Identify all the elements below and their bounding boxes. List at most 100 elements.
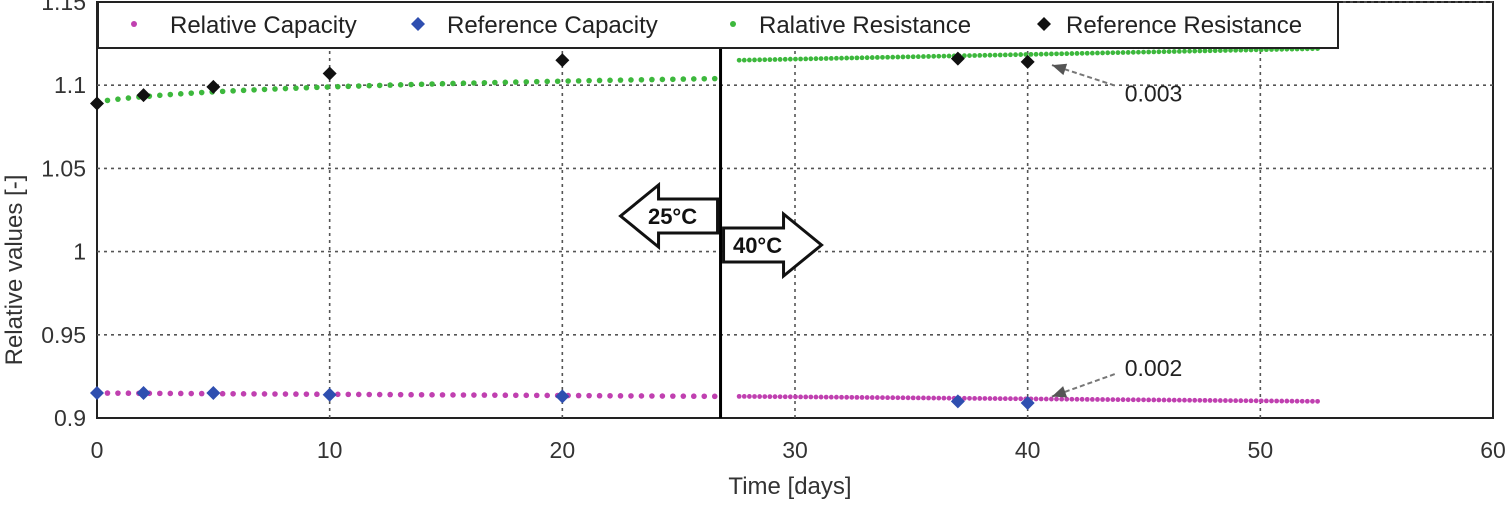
relative-capacity-point (1294, 398, 1300, 404)
relative-capacity-point (1207, 398, 1213, 403)
reference-resistance-point (322, 66, 337, 81)
relative-resistance-point (1059, 51, 1065, 57)
relative-resistance-point (839, 55, 844, 61)
relative-capacity-point (198, 390, 205, 397)
relative-resistance-point (752, 57, 757, 63)
relative-resistance-point (874, 55, 880, 60)
relative-capacity-point (890, 395, 896, 401)
arrow-left-25c (618, 181, 720, 251)
relative-resistance-point (1166, 49, 1172, 54)
relative-capacity-point (895, 395, 901, 401)
relative-capacity-point (293, 391, 299, 397)
relative-capacity-point (1069, 396, 1075, 402)
x-tick-label: 20 (550, 437, 576, 463)
relative-capacity-point (314, 391, 320, 398)
relative-capacity-point (1089, 397, 1095, 402)
reference-capacity-point (555, 389, 570, 404)
relative-capacity-point (219, 390, 226, 397)
legend: Relative Capacity Reference Capacity Ralat… (97, 1, 1339, 49)
relative-capacity-point (798, 394, 803, 400)
relative-capacity-point (1284, 398, 1290, 404)
relative-resistance-point (1013, 52, 1018, 58)
relative-resistance-point (188, 90, 195, 96)
relative-capacity-point (1100, 397, 1105, 402)
relative-resistance-point (736, 57, 742, 63)
relative-capacity-point (972, 395, 978, 401)
x-tick-label: 60 (1480, 437, 1505, 463)
relative-capacity-point (1013, 396, 1018, 402)
legend-label: Relative Capacity (170, 12, 357, 39)
relative-resistance-point (890, 54, 896, 60)
relative-resistance-point (1100, 50, 1105, 56)
relative-resistance-point (1182, 48, 1187, 54)
relative-resistance-point (834, 55, 839, 61)
relative-resistance-point (931, 53, 937, 59)
relative-resistance-point (1043, 51, 1049, 57)
relative-capacity-point (397, 391, 404, 398)
relative-resistance-point (596, 77, 603, 84)
arrow-right-40c (722, 210, 824, 280)
y-axis-label: Relative values [-] (1, 175, 28, 366)
relative-capacity-point (757, 394, 763, 399)
relative-resistance-point (366, 82, 373, 89)
relative-capacity-point (915, 395, 921, 401)
reference-resistance-point (136, 88, 151, 103)
arrow-left-label: 25°C (648, 204, 697, 229)
relative-capacity-point (355, 391, 362, 398)
relative-resistance-point (1197, 48, 1203, 54)
relative-capacity-point (177, 390, 184, 397)
relative-resistance-point (1054, 51, 1059, 57)
relative-resistance-point (1202, 48, 1208, 54)
relative-capacity-point (1289, 398, 1295, 404)
relative-resistance-point (460, 80, 467, 87)
relative-capacity-point (1064, 396, 1070, 402)
relative-resistance-point (617, 77, 624, 83)
relative-resistance-point (1223, 48, 1228, 53)
relative-capacity-point (982, 396, 988, 401)
relative-capacity-point (408, 391, 414, 398)
relative-capacity-point (125, 390, 132, 397)
legend-label: Reference Resistance (1066, 12, 1302, 39)
relative-resistance-point (1125, 50, 1131, 55)
relative-capacity-point (1048, 396, 1054, 402)
relative-capacity-point (680, 393, 687, 399)
relative-resistance-point (746, 57, 752, 63)
relative-resistance-point (1120, 50, 1126, 55)
annotation-arrow-line (1051, 64, 1116, 87)
y-tick-label: 1.1 (54, 72, 86, 98)
relative-resistance-point (1156, 49, 1162, 55)
relative-resistance-point (1176, 48, 1182, 54)
legend-marker (131, 21, 137, 27)
relative-capacity-point (638, 393, 645, 399)
relative-capacity-point (1038, 396, 1044, 402)
relative-capacity-point (261, 391, 268, 397)
relative-capacity-point (460, 392, 467, 398)
relative-resistance-point (1151, 49, 1157, 55)
relative-capacity-point (874, 395, 880, 400)
relative-capacity-point (772, 394, 778, 400)
relative-resistance-point (1089, 50, 1095, 56)
relative-capacity-point (502, 392, 509, 399)
relative-resistance-point (946, 53, 952, 59)
relative-resistance-point (808, 56, 814, 62)
relative-capacity-point (523, 392, 530, 399)
relative-resistance-point (997, 52, 1003, 58)
relative-capacity-point (839, 394, 844, 400)
relative-capacity-point (282, 391, 289, 397)
relative-resistance-point (355, 83, 362, 89)
relative-resistance-point (967, 53, 972, 59)
relative-capacity-point (1212, 398, 1218, 403)
relative-resistance-point (439, 80, 446, 87)
relative-resistance-point (885, 54, 891, 60)
relative-resistance-point (659, 76, 666, 83)
relative-resistance-point (408, 81, 414, 88)
relative-capacity-point (1279, 398, 1285, 404)
relative-resistance-point (813, 56, 819, 62)
relative-capacity-point (1002, 396, 1008, 402)
reference-resistance-point (555, 53, 570, 68)
relative-resistance-point (198, 89, 205, 96)
relative-resistance-point (777, 57, 783, 62)
relative-capacity-point (1192, 397, 1198, 403)
relative-resistance-point (680, 76, 687, 82)
